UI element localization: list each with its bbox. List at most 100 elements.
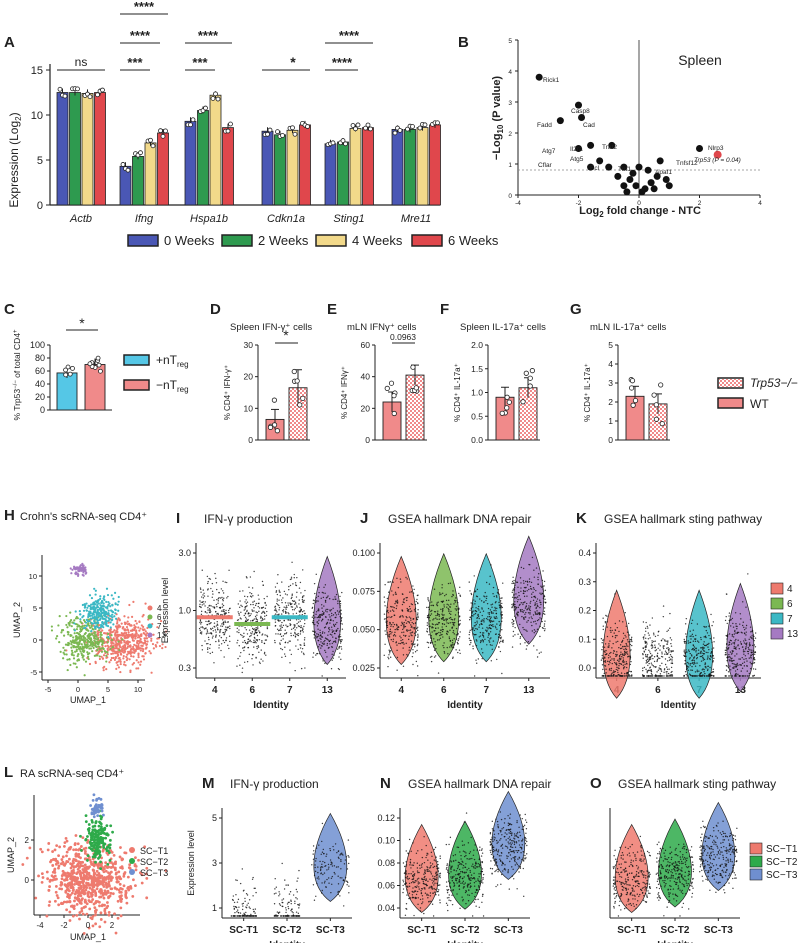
cell-dot: [449, 639, 452, 642]
umap-cell: [127, 631, 130, 634]
cell-dot: [278, 599, 280, 601]
cell-dot: [202, 594, 204, 596]
cell-dot: [615, 668, 617, 671]
umap-cell: [98, 614, 101, 617]
umap-cell: [76, 894, 80, 898]
cell-dot: [530, 593, 533, 595]
umap-cell: [112, 623, 115, 626]
umap-cell: [103, 649, 106, 653]
cell-dot: [458, 636, 461, 638]
cell-dot: [527, 607, 530, 609]
cell-dot: [390, 647, 392, 649]
umap-cell: [79, 564, 82, 567]
umap-cell: [90, 639, 93, 642]
umap-cell: [88, 858, 92, 862]
cell-dot: [330, 609, 333, 611]
umap-cell: [83, 900, 87, 904]
cell-dot: [221, 603, 224, 605]
y-tick-label: 0: [248, 435, 253, 445]
cell-dot: [441, 608, 444, 610]
cell-dot: [314, 592, 316, 595]
umap-cell: [131, 633, 134, 636]
cell-dot: [623, 666, 625, 669]
umap-cell: [122, 633, 125, 636]
cell-dot: [252, 628, 255, 631]
cell-dot: [236, 642, 238, 644]
umap-cell: [73, 632, 76, 635]
cell-dot: [476, 595, 479, 598]
umap-cell: [130, 647, 133, 650]
cell-dot: [494, 602, 497, 604]
cell-dot: [315, 573, 317, 576]
cell-dot: [210, 627, 212, 630]
bar: [337, 141, 349, 206]
cell-dot: [523, 628, 525, 631]
cell-dot: [293, 603, 296, 605]
umap-cell: [104, 615, 107, 618]
umap-cell: [80, 621, 83, 625]
umap-cell: [105, 660, 108, 663]
cell-dot: [602, 658, 605, 660]
umap-cell: [97, 602, 100, 605]
umap-cell: [75, 628, 79, 631]
umap-cell: [68, 622, 71, 625]
cell-dot: [386, 632, 388, 634]
umap-cell: [48, 900, 52, 904]
umap-cell: [141, 649, 145, 653]
cell-dot: [263, 618, 266, 620]
cell-dot: [332, 607, 334, 609]
umap-cell: [94, 860, 97, 864]
y-tick-label: 1.5: [471, 364, 483, 374]
cell-dot: [431, 641, 433, 644]
cell-dot: [477, 615, 480, 618]
cell-dot: [616, 653, 618, 656]
cell-dot: [474, 633, 476, 636]
umap-cell: [137, 656, 140, 659]
cell-dot: [498, 620, 500, 623]
umap-cell: [84, 569, 87, 573]
cell-dot: [417, 629, 419, 632]
cell-dot: [526, 608, 529, 610]
cell-dot: [326, 644, 328, 647]
cell-dot: [523, 609, 525, 612]
panel-g-legend: Trp53−/− WT: [717, 376, 798, 411]
umap-cell: [109, 621, 112, 624]
cell-dot: [266, 634, 268, 637]
panel-letter-d: D: [210, 301, 221, 318]
umap-cell: [106, 891, 110, 894]
umap-cell: [82, 634, 85, 638]
umap-cell: [103, 903, 106, 907]
cell-dot: [209, 647, 211, 650]
cell-dot: [472, 615, 474, 617]
cell-dot: [522, 616, 525, 619]
cell-dot: [528, 563, 530, 566]
umap-cell: [135, 622, 138, 625]
cell-dot: [321, 610, 324, 613]
cell-dot: [407, 610, 410, 612]
cell-dot: [280, 639, 282, 642]
cell-dot: [214, 626, 216, 628]
cell-dot: [520, 610, 522, 612]
umap-cell: [130, 636, 133, 639]
umap-cell: [57, 854, 60, 857]
cell-dot: [437, 623, 439, 626]
cell-dot: [249, 635, 251, 638]
cell-dot: [297, 648, 299, 651]
cell-dot: [608, 645, 610, 647]
umap-cell: [68, 657, 71, 661]
cell-dot: [534, 604, 536, 607]
cell-dot: [207, 642, 209, 645]
cell-dot: [327, 634, 329, 636]
y-tick-label: 0: [365, 435, 370, 445]
cell-dot: [489, 638, 491, 640]
cell-dot: [499, 640, 502, 643]
cell-dot: [450, 644, 452, 646]
cell-dot: [393, 610, 395, 612]
cell-dot: [483, 595, 485, 597]
panel-h-title: Crohn's scRNA-seq CD4⁺: [20, 511, 147, 523]
cell-dot: [339, 595, 341, 598]
cell-dot: [606, 660, 609, 663]
umap-cell: [76, 654, 79, 658]
x-tick-label: 13: [523, 685, 535, 696]
cell-dot: [612, 652, 615, 654]
